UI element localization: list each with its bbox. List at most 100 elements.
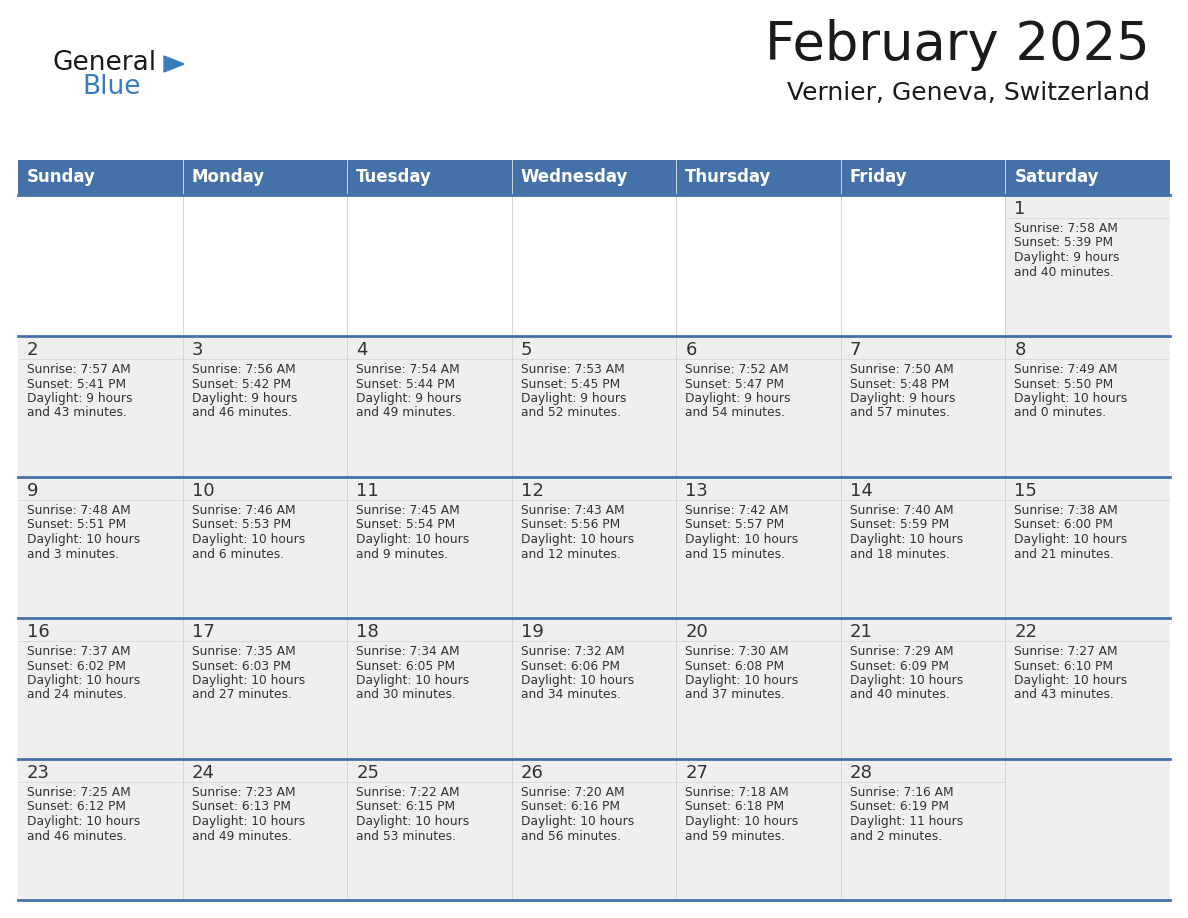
Text: Daylight: 10 hours: Daylight: 10 hours: [1015, 533, 1127, 546]
Text: Daylight: 10 hours: Daylight: 10 hours: [520, 815, 634, 828]
Text: Daylight: 9 hours: Daylight: 9 hours: [849, 392, 955, 405]
Bar: [183, 618, 347, 759]
Text: and 9 minutes.: and 9 minutes.: [356, 547, 448, 561]
Text: and 40 minutes.: and 40 minutes.: [849, 688, 949, 701]
Bar: [183, 195, 347, 336]
Bar: [841, 477, 1005, 618]
Text: Sunday: Sunday: [27, 169, 96, 186]
Text: and 30 minutes.: and 30 minutes.: [356, 688, 456, 701]
Text: Vernier, Geneva, Switzerland: Vernier, Geneva, Switzerland: [786, 81, 1150, 105]
Text: and 46 minutes.: and 46 minutes.: [191, 407, 291, 420]
Text: Sunrise: 7:16 AM: Sunrise: 7:16 AM: [849, 786, 954, 799]
Bar: [676, 336, 841, 477]
Text: 11: 11: [356, 482, 379, 500]
Text: 27: 27: [685, 764, 708, 782]
Text: Daylight: 9 hours: Daylight: 9 hours: [27, 392, 133, 405]
Text: Sunrise: 7:42 AM: Sunrise: 7:42 AM: [685, 504, 789, 517]
Text: and 56 minutes.: and 56 minutes.: [520, 830, 620, 843]
Bar: [676, 759, 841, 900]
Text: Sunrise: 7:25 AM: Sunrise: 7:25 AM: [27, 786, 131, 799]
Text: Sunrise: 7:30 AM: Sunrise: 7:30 AM: [685, 645, 789, 658]
Text: 14: 14: [849, 482, 873, 500]
Text: Sunrise: 7:40 AM: Sunrise: 7:40 AM: [849, 504, 954, 517]
Bar: [841, 336, 1005, 477]
Text: Wednesday: Wednesday: [520, 169, 628, 186]
Bar: [676, 618, 841, 759]
Text: 2: 2: [27, 341, 38, 359]
Text: Daylight: 10 hours: Daylight: 10 hours: [685, 815, 798, 828]
Text: and 57 minutes.: and 57 minutes.: [849, 407, 950, 420]
Text: and 53 minutes.: and 53 minutes.: [356, 830, 456, 843]
Text: 16: 16: [27, 623, 50, 641]
Text: Sunrise: 7:45 AM: Sunrise: 7:45 AM: [356, 504, 460, 517]
Text: 22: 22: [1015, 623, 1037, 641]
Text: Sunset: 6:08 PM: Sunset: 6:08 PM: [685, 659, 784, 673]
Text: Monday: Monday: [191, 169, 265, 186]
Text: 10: 10: [191, 482, 214, 500]
Text: Daylight: 9 hours: Daylight: 9 hours: [191, 392, 297, 405]
Text: Sunset: 6:15 PM: Sunset: 6:15 PM: [356, 800, 455, 813]
Text: Daylight: 10 hours: Daylight: 10 hours: [520, 533, 634, 546]
Text: 4: 4: [356, 341, 367, 359]
Text: 17: 17: [191, 623, 215, 641]
Bar: [1005, 336, 1170, 477]
Text: and 34 minutes.: and 34 minutes.: [520, 688, 620, 701]
Text: Daylight: 10 hours: Daylight: 10 hours: [520, 674, 634, 687]
Text: 26: 26: [520, 764, 544, 782]
Text: and 3 minutes.: and 3 minutes.: [27, 547, 119, 561]
Text: General: General: [52, 50, 156, 76]
Bar: [676, 477, 841, 618]
Text: Sunrise: 7:54 AM: Sunrise: 7:54 AM: [356, 363, 460, 376]
Text: Daylight: 9 hours: Daylight: 9 hours: [520, 392, 626, 405]
Text: Sunset: 5:53 PM: Sunset: 5:53 PM: [191, 519, 291, 532]
Text: Sunset: 5:42 PM: Sunset: 5:42 PM: [191, 377, 291, 390]
Bar: [18, 195, 183, 336]
Bar: [512, 759, 676, 900]
Text: and 37 minutes.: and 37 minutes.: [685, 688, 785, 701]
Text: 8: 8: [1015, 341, 1025, 359]
Text: Sunset: 6:09 PM: Sunset: 6:09 PM: [849, 659, 949, 673]
Text: Sunset: 6:05 PM: Sunset: 6:05 PM: [356, 659, 455, 673]
Bar: [512, 477, 676, 618]
Text: 21: 21: [849, 623, 873, 641]
Text: and 12 minutes.: and 12 minutes.: [520, 547, 620, 561]
Text: Sunrise: 7:48 AM: Sunrise: 7:48 AM: [27, 504, 131, 517]
Text: Sunrise: 7:52 AM: Sunrise: 7:52 AM: [685, 363, 789, 376]
Text: Tuesday: Tuesday: [356, 169, 432, 186]
Text: 18: 18: [356, 623, 379, 641]
Text: Sunset: 6:10 PM: Sunset: 6:10 PM: [1015, 659, 1113, 673]
Text: 12: 12: [520, 482, 544, 500]
Text: Daylight: 9 hours: Daylight: 9 hours: [685, 392, 791, 405]
Text: Sunset: 6:06 PM: Sunset: 6:06 PM: [520, 659, 620, 673]
Text: Sunset: 6:16 PM: Sunset: 6:16 PM: [520, 800, 620, 813]
Text: Daylight: 10 hours: Daylight: 10 hours: [27, 533, 140, 546]
Bar: [1005, 160, 1170, 195]
Text: Sunset: 6:18 PM: Sunset: 6:18 PM: [685, 800, 784, 813]
Bar: [183, 477, 347, 618]
Bar: [841, 618, 1005, 759]
Bar: [512, 160, 676, 195]
Bar: [512, 195, 676, 336]
Text: Sunrise: 7:20 AM: Sunrise: 7:20 AM: [520, 786, 625, 799]
Bar: [183, 759, 347, 900]
Text: Sunset: 5:54 PM: Sunset: 5:54 PM: [356, 519, 455, 532]
Bar: [347, 195, 512, 336]
Text: Sunrise: 7:34 AM: Sunrise: 7:34 AM: [356, 645, 460, 658]
Bar: [347, 759, 512, 900]
Bar: [841, 759, 1005, 900]
Text: and 59 minutes.: and 59 minutes.: [685, 830, 785, 843]
Bar: [1005, 759, 1170, 900]
Text: Sunset: 5:39 PM: Sunset: 5:39 PM: [1015, 237, 1113, 250]
Text: 20: 20: [685, 623, 708, 641]
Text: Daylight: 10 hours: Daylight: 10 hours: [356, 533, 469, 546]
Bar: [18, 759, 183, 900]
Text: 5: 5: [520, 341, 532, 359]
Bar: [676, 160, 841, 195]
Text: Daylight: 10 hours: Daylight: 10 hours: [191, 533, 305, 546]
Text: Daylight: 10 hours: Daylight: 10 hours: [356, 674, 469, 687]
Text: Sunrise: 7:57 AM: Sunrise: 7:57 AM: [27, 363, 131, 376]
Text: and 43 minutes.: and 43 minutes.: [1015, 688, 1114, 701]
Bar: [841, 160, 1005, 195]
Text: 3: 3: [191, 341, 203, 359]
Text: Daylight: 9 hours: Daylight: 9 hours: [356, 392, 462, 405]
